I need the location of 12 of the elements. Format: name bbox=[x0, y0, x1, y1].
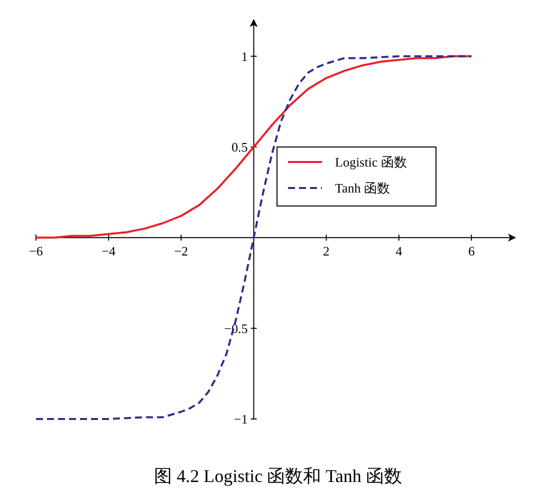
caption: 图 4.2 Logistic 函数和 Tanh 函数 bbox=[154, 466, 402, 486]
x-tick-label: 4 bbox=[396, 244, 403, 259]
legend-label: Logistic 函数 bbox=[335, 154, 407, 170]
x-tick-label: 2 bbox=[323, 244, 330, 259]
x-tick-label: −4 bbox=[102, 244, 116, 259]
y-tick-label: 0.5 bbox=[231, 139, 248, 154]
x-tick-label: −6 bbox=[29, 244, 44, 259]
legend-label: Tanh 函数 bbox=[335, 180, 390, 196]
y-tick-label: −1 bbox=[234, 412, 248, 426]
y-tick-label: 1 bbox=[241, 48, 248, 64]
x-tick-label: 6 bbox=[468, 244, 476, 259]
x-tick-label: −2 bbox=[174, 244, 188, 259]
